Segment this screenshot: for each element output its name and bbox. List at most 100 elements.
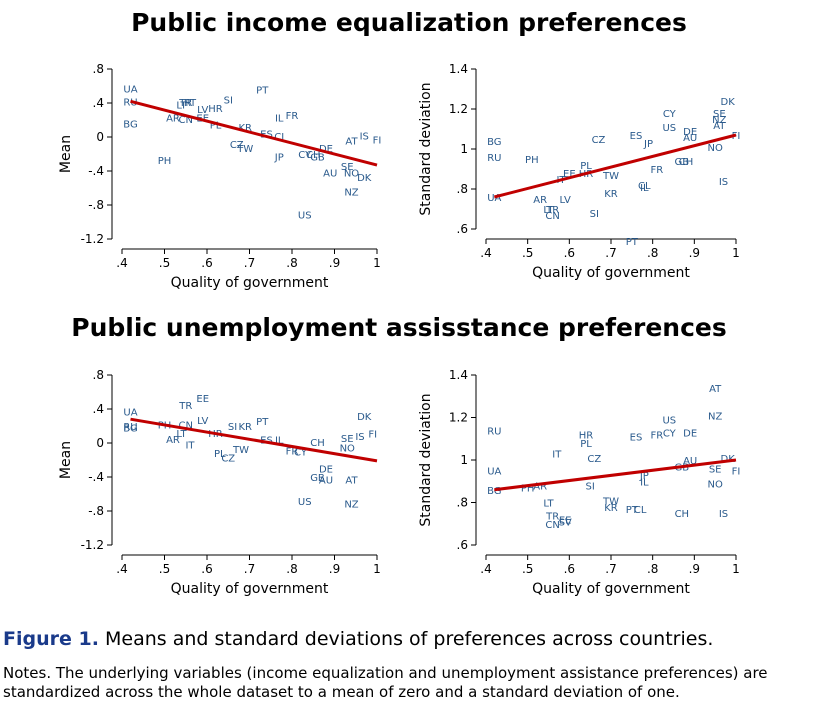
scatter-income-mean: .8 .4 0 -.4 -.8 -1.2 .4 .5 .6 .7 .8 .9 1 Quality of g…	[58, 62, 382, 291]
point-it: IT	[185, 441, 195, 452]
y-tick-label: 0	[96, 436, 104, 450]
point-dk: DK	[721, 454, 736, 465]
point-tr: TR	[178, 98, 192, 109]
point-sv: SV	[559, 518, 572, 529]
point-ee: EE	[559, 516, 572, 527]
point-pl: PL	[210, 120, 222, 131]
point-fr: FR	[286, 447, 299, 458]
x-axis-label: Quality of government	[171, 275, 329, 291]
point-cl: CL	[634, 505, 647, 516]
x-tick-label: .4	[116, 562, 127, 576]
point-is: IS	[360, 131, 369, 142]
point-si: SI	[228, 422, 237, 433]
point-ua: UA	[487, 193, 501, 204]
point-pt: PT	[256, 417, 269, 428]
point-ru: RU	[123, 422, 137, 433]
point-at: AT	[713, 121, 726, 132]
x-tick-label: .8	[286, 256, 297, 270]
chart-title-unemployment-assistance: Public unemployment assisstance preferen…	[71, 313, 727, 342]
point-cn: CN	[545, 211, 559, 222]
point-rt: RT	[184, 98, 197, 109]
point-il: IL	[275, 113, 284, 124]
point-lt: LT	[543, 205, 554, 216]
point-jp: JP	[274, 153, 284, 164]
point-ar: AR	[166, 435, 180, 446]
fit-line	[494, 458, 737, 492]
point-cy: CY	[663, 428, 677, 439]
x-tick-label: .7	[244, 562, 255, 576]
y-tick-label: -.4	[88, 470, 104, 484]
point-lt: LT	[176, 429, 187, 440]
y-tick-label: 1.4	[449, 62, 468, 76]
point-tw: TW	[232, 445, 249, 456]
x-tick-label: .9	[329, 562, 340, 576]
point-gb: GB	[675, 157, 690, 168]
point-gb: GB	[310, 153, 325, 164]
point-cn: CN	[179, 115, 193, 126]
point-dk: DK	[357, 412, 372, 423]
y-tick-label: .8	[93, 62, 104, 76]
point-de: DE	[319, 144, 333, 155]
point-ph: PH	[521, 484, 535, 495]
point-bg: BG	[123, 119, 137, 130]
y-tick-label: 1	[460, 453, 468, 467]
y-tick-label: -.8	[88, 504, 104, 518]
point-us: US	[298, 210, 312, 221]
x-tick-label: .7	[605, 246, 616, 260]
point-cz: CZ	[221, 453, 235, 464]
point-au: AU	[683, 133, 697, 144]
point-is: IS	[719, 177, 728, 188]
x-tick-label: .5	[159, 562, 170, 576]
point-lv: LV	[197, 416, 208, 427]
point-pl: PL	[580, 161, 592, 172]
point-nz: NZ	[712, 115, 726, 126]
point-cn: CN	[179, 420, 193, 431]
point-tr: TR	[545, 205, 559, 216]
scatter-unemployment-sd: 1.4 1.2 1 .8 .6 .4 .5 .6 .7 .8 .9 1 Quality of gover…	[418, 368, 740, 597]
point-ru: RU	[487, 426, 501, 437]
point-ch: CH	[310, 438, 325, 449]
point-is: IS	[719, 509, 728, 520]
x-tick-label: .5	[522, 246, 533, 260]
point-fi: FI	[373, 136, 382, 147]
point-nz: NZ	[344, 499, 358, 510]
scatter-unemployment-mean: .8 .4 0 -.4 -.8 -1.2 .4 .5 .6 .7 .8 .9 1 Quality of g…	[58, 368, 381, 597]
point-au: AU	[323, 169, 337, 180]
point-se: SE	[713, 109, 726, 120]
point-nz: NZ	[708, 411, 722, 422]
y-tick-label: .6	[457, 222, 468, 236]
figure-label: Figure 1.	[3, 628, 99, 650]
point-at: AT	[709, 384, 722, 395]
point-ee: EE	[563, 169, 576, 180]
point-ph: PH	[525, 155, 539, 166]
x-axis-label: Quality of government	[171, 581, 329, 597]
point-tr: TR	[545, 511, 559, 522]
x-tick-label: 1	[732, 562, 740, 576]
point-cl: CL	[638, 181, 651, 192]
fit-line	[130, 99, 378, 167]
chart-title-income-equalization: Public income equalization preferences	[131, 8, 687, 37]
point-au: AU	[683, 456, 697, 467]
y-tick-label: 0	[96, 130, 104, 144]
point-es: ES	[630, 433, 643, 444]
point-ch: CH	[675, 509, 690, 520]
point-ch: CH	[679, 157, 694, 168]
x-tick-label: .5	[159, 256, 170, 270]
point-is: IS	[355, 432, 364, 443]
point-se: SE	[709, 465, 722, 476]
x-tick-label: .6	[201, 256, 212, 270]
point-ph: PH	[158, 156, 172, 167]
point-bg: BG	[123, 424, 137, 435]
x-axis-label: Quality of government	[532, 581, 690, 597]
point-us: US	[662, 416, 676, 427]
point-se: SE	[341, 434, 354, 445]
x-tick-label: .7	[605, 562, 616, 576]
point-ua: UA	[487, 467, 501, 478]
x-tick-label: .4	[480, 562, 491, 576]
point-cn: CN	[545, 520, 559, 531]
x-tick-label: .6	[564, 246, 575, 260]
point-tw: TW	[236, 144, 253, 155]
point-au: AU	[319, 476, 333, 487]
point-il: IL	[275, 436, 284, 447]
y-tick-label: 1.2	[449, 102, 468, 116]
